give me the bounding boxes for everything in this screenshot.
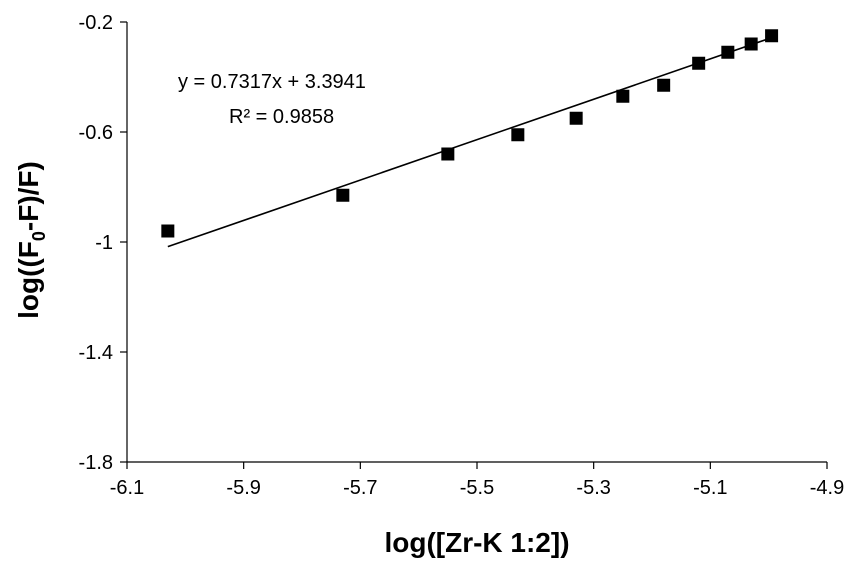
- data-point: [336, 188, 350, 202]
- y-axis-title-subscript: 0: [29, 231, 49, 241]
- data-point: [765, 29, 779, 43]
- trendline-r2: R² = 0.9858: [229, 106, 334, 128]
- y-tick-label: -1.4: [79, 342, 113, 364]
- x-axis-title: log([Zr-K 1:2]): [384, 527, 569, 558]
- data-point: [569, 111, 583, 125]
- x-tick-label: -5.3: [576, 477, 610, 499]
- data-point: [616, 89, 630, 103]
- trendline-group: [167, 36, 772, 248]
- data-point: [721, 45, 735, 59]
- x-tick-label: -5.9: [226, 477, 260, 499]
- x-tick-label: -5.5: [460, 477, 494, 499]
- y-axis-ticks: -0.2 -0.6 -1 -1.4 -1.8: [79, 12, 127, 474]
- data-point: [692, 56, 706, 70]
- data-point: [161, 224, 175, 238]
- y-tick-label: -1: [95, 232, 113, 254]
- x-tick-label: -5.1: [693, 477, 727, 499]
- y-axis-title-suffix: -F)/F): [13, 161, 44, 231]
- y-axis-title: log((F0-F)/F): [13, 161, 49, 319]
- data-point: [511, 128, 525, 142]
- trendline: [167, 36, 772, 248]
- trendline-equation: y = 0.7317x + 3.3941: [178, 71, 366, 93]
- y-tick-label: -0.6: [79, 122, 113, 144]
- data-point: [744, 37, 758, 51]
- x-tick-label: -4.9: [810, 477, 844, 499]
- x-tick-label: -6.1: [110, 477, 144, 499]
- y-tick-label: -1.8: [79, 452, 113, 474]
- data-point: [657, 78, 671, 92]
- y-tick-label: -0.2: [79, 12, 113, 34]
- data-points: [161, 29, 779, 238]
- x-tick-label: -5.7: [343, 477, 377, 499]
- data-point: [441, 147, 455, 161]
- x-axis-ticks: -6.1 -5.9 -5.7 -5.5 -5.3 -5.1 -4.9: [110, 462, 844, 499]
- y-axis-title-prefix: log((F: [13, 241, 44, 319]
